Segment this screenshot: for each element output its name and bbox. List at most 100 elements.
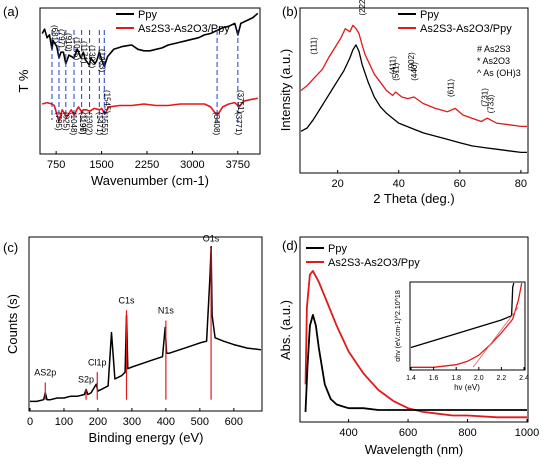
legend-label-ppy-a: Ppy <box>138 9 157 21</box>
peak-label-b: (111) <box>309 37 318 55</box>
inset-x-d-tick-label: 1.6 <box>429 375 439 382</box>
x-a-tick-label: 2250 <box>135 159 159 171</box>
panel-label-b: (b) <box>282 4 298 19</box>
legend-label-ppy-b: Ppy <box>420 9 439 21</box>
x-c-tick-label: 0 <box>27 416 33 428</box>
panel-label-d: (d) <box>282 238 298 253</box>
series-line-ppy-a <box>41 12 259 68</box>
annotation-composite-a: (1302) <box>85 112 94 135</box>
annotation-ppy-a: (910) <box>64 33 73 52</box>
x-c-tick-label: 300 <box>123 416 141 428</box>
x-d-tick-label: 1000 <box>515 427 539 439</box>
x-a-tick-label: 1500 <box>89 159 113 171</box>
annotations-c: AS2p S2p Cl1p C1s N1s O1s <box>34 233 220 400</box>
x-b-tick-label: 40 <box>393 178 405 190</box>
x-c-tick-label: 500 <box>191 416 209 428</box>
annotation-ppy-a: (1545) <box>102 90 111 113</box>
x-b-tick-label: 80 <box>515 178 527 190</box>
annotation-composite-a: (3408) <box>212 112 221 135</box>
x-ticks-a: 750 1500 2250 3000 3750 <box>47 151 250 171</box>
peak-label-b: (222) <box>358 0 367 16</box>
x-a-tick-label: 750 <box>47 159 65 171</box>
annotation-composite-a: (1471) <box>95 112 104 135</box>
annotation-composite-a: (1555) <box>100 112 109 135</box>
x-b-tick-label: 60 <box>454 178 466 190</box>
y-axis-label-b: Intensity (a.u.) <box>278 49 293 131</box>
panel-label-a: (a) <box>3 4 19 19</box>
legend-label-composite-a: As2S3-As2O3/Ppy <box>138 23 230 35</box>
legend-label-ppy-d: Ppy <box>328 243 347 255</box>
peak-label-b: (511) <box>392 62 401 80</box>
inset-fit-line <box>472 306 519 368</box>
x-axis-label-a: Wavenumber (cm-1) <box>91 173 209 188</box>
series-line-survey-c <box>30 245 262 403</box>
annotation-ppy-a: (1171) <box>80 41 89 64</box>
x-c-tick-label: 400 <box>157 416 175 428</box>
peak-label-b: (440) <box>410 62 419 81</box>
series-line-ppy-b <box>300 44 527 154</box>
x-d-tick-label: 400 <box>339 427 357 439</box>
inset-y-axis-label-d: αhv (eV.cm-1)^2.10^18 <box>395 290 402 362</box>
marker-legend-as2s3: # As2S3 <box>477 44 511 54</box>
marker-legend-asoh3: ^ As (OH)3 <box>477 68 521 78</box>
peak-label-b: (733) <box>486 94 495 113</box>
annotation-ppy-a: (1045) <box>72 37 81 60</box>
panel-label-c: (c) <box>3 240 18 255</box>
legend-label-composite-d: As2S3-As2O3/Ppy <box>328 257 420 269</box>
inset-x-d-tick-label: 1.4 <box>406 375 416 382</box>
x-b-tick-label: 20 <box>332 178 344 190</box>
legend-label-composite-b: As2S3-As2O3/Ppy <box>420 23 512 35</box>
annotation-composite-a: (3771) <box>234 112 243 135</box>
annotation-composite-a: (1197) <box>78 112 87 135</box>
legend-a: Ppy As2S3-As2O3/Ppy <box>116 9 230 35</box>
annotation-composite-a: (1048) <box>69 112 78 135</box>
inset-series-line-0 <box>410 282 515 349</box>
annotation-composite-a: (1196) <box>78 112 87 135</box>
plot-area-a <box>41 12 259 123</box>
annotation-ppy-a: (797) <box>57 29 66 48</box>
x-a-tick-label: 3000 <box>180 159 204 171</box>
x-ticks-b: 20 40 60 80 <box>332 170 527 190</box>
plot-frame-c <box>28 236 263 412</box>
peak-label-c: AS2p <box>34 368 56 378</box>
annotation-ppy-a: (681) <box>50 25 59 44</box>
marker-legend-as2o3: * As2O3 <box>477 56 510 66</box>
y-axis-label-d: Abs. (a.u.) <box>278 300 293 360</box>
annotation-ppy-a: (3751) <box>236 90 245 113</box>
x-c-tick-label: 100 <box>55 416 73 428</box>
annotations-b: (111) (222) (411)(511) (002)(440) (611) (731)… <box>309 0 495 113</box>
inset-x-axis-label-d: hv (eV) <box>454 383 480 392</box>
series-line-composite-d <box>304 269 527 419</box>
x-axis-label-c: Binding energy (eV) <box>89 430 204 445</box>
series-line-composite-a <box>41 97 258 123</box>
inset-x-d-tick-label: 1.8 <box>451 375 461 382</box>
x-d-tick-label: 600 <box>399 427 417 439</box>
x-axis-label-b: 2 Theta (deg.) <box>373 191 454 206</box>
plot-frame-b <box>299 7 529 174</box>
legend-b: Ppy As2S3-As2O3/Ppy <box>398 9 512 35</box>
series-line-ppy-d <box>304 313 527 412</box>
inset-plot-area-d <box>410 282 523 368</box>
peak-label-b: (002) <box>407 52 416 71</box>
annotation-composite-a: (795) <box>54 112 63 131</box>
inset-x-d-tick-label: 2.0 <box>474 375 484 382</box>
panel-a: (a) 750 1500 2250 3000 3750 Wavenumber (cm-1… <box>3 4 261 188</box>
legend-d: Ppy As2S3-As2O3/Ppy <box>306 243 420 269</box>
inset-x-d-tick-label: 2.4 <box>519 375 529 382</box>
plot-area-b <box>300 24 527 154</box>
peak-label-c: O1s <box>203 233 220 243</box>
peak-label-b: (611) <box>447 79 456 97</box>
peak-label-c: Cl1p <box>88 357 107 367</box>
inset-d: 1.4 1.6 1.8 2.0 2.2 2.4 hv (eV) αhv (eV.cm-1)… <box>395 281 529 392</box>
annotation-composite-a: (925) <box>62 112 71 131</box>
plot-area-d <box>304 269 527 419</box>
x-ticks-c: 0 100 200 300 400 500 600 <box>27 408 243 428</box>
marker-legend-b: # As2S3 * As2O3 ^ As (OH)3 <box>477 44 521 78</box>
peak-label-c: S2p <box>78 374 94 384</box>
x-axis-label-d: Wavelength (nm) <box>365 442 464 457</box>
annotation-ppy-a: (1463) <box>97 49 106 72</box>
peak-label-b: (731) <box>480 88 489 107</box>
inset-frame-d <box>409 281 526 371</box>
panel-b: (b) 20 40 60 80 2 Theta (deg.) Intensity (a… <box>278 0 529 206</box>
x-d-tick-label: 800 <box>458 427 476 439</box>
